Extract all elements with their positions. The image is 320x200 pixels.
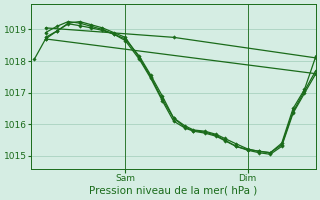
X-axis label: Pression niveau de la mer( hPa ): Pression niveau de la mer( hPa ) bbox=[90, 186, 258, 196]
